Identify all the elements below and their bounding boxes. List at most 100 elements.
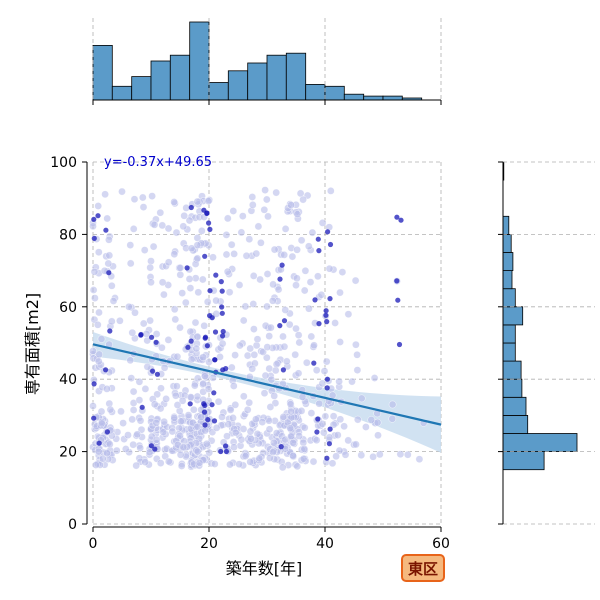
scatter-point-dense <box>139 404 145 410</box>
scatter-point <box>103 214 111 223</box>
x-hist-bar <box>363 95 384 101</box>
scatter-point <box>348 377 356 386</box>
scatter-point <box>304 242 313 251</box>
scatter-point <box>314 272 322 281</box>
scatter-point <box>322 357 331 366</box>
scatter-point <box>293 245 301 254</box>
scatter-point <box>263 302 271 311</box>
scatter-point <box>255 454 264 463</box>
scatter-point-dense <box>277 276 283 282</box>
y-tick-label: 40 <box>59 372 77 388</box>
scatter-point <box>269 280 277 289</box>
scatter-point <box>124 431 132 439</box>
y-hist-bar <box>502 324 516 344</box>
scatter-point <box>193 332 202 341</box>
scatter-point-dense <box>213 272 219 278</box>
scatter-point <box>191 318 200 327</box>
scatter-point <box>177 417 185 426</box>
scatter-point-dense <box>138 332 144 338</box>
scatter-point <box>101 190 109 199</box>
scatter-point <box>164 224 173 233</box>
scatter-point <box>264 212 272 221</box>
scatter-point <box>332 452 340 461</box>
scatter-point <box>199 379 207 388</box>
scatter-point <box>176 431 184 440</box>
x-hist-bar <box>150 60 171 101</box>
district-badge-box <box>401 554 445 582</box>
scatter-point <box>227 363 236 372</box>
scatter-point <box>388 414 397 423</box>
y-hist-bar <box>502 215 510 235</box>
scatter-point <box>246 427 255 436</box>
scatter-point <box>288 252 297 261</box>
scatter-point <box>300 423 309 432</box>
scatter-point <box>331 319 339 327</box>
scatter-point <box>335 446 344 455</box>
scatter-point <box>186 284 195 292</box>
scatter-point <box>176 450 185 459</box>
scatter-point <box>320 367 329 375</box>
x-tick-label: 40 <box>316 536 334 552</box>
scatter-point <box>193 197 202 206</box>
scatter-point <box>256 275 264 284</box>
scatter-point-dense <box>325 229 331 235</box>
scatter-point <box>103 449 111 458</box>
scatter-point <box>302 358 311 367</box>
scatter-point <box>336 415 345 424</box>
scatter-point <box>336 288 344 297</box>
scatter-point <box>173 352 182 361</box>
scatter-point <box>117 407 125 416</box>
scatter-point <box>164 258 173 267</box>
scatter-point-dense <box>212 329 219 335</box>
scatter-point <box>403 450 412 459</box>
scatter-point <box>118 187 126 196</box>
scatter-point <box>176 323 184 332</box>
scatter-point <box>249 300 258 308</box>
scatter-point <box>97 335 106 343</box>
scatter-point <box>94 447 103 456</box>
scatter-point <box>140 246 149 254</box>
scatter-point <box>152 418 161 427</box>
scatter-point-dense <box>219 310 225 316</box>
scatter-point <box>201 426 209 435</box>
scatter-point <box>147 257 155 265</box>
scatter-point <box>99 454 107 463</box>
scatter-point-dense <box>324 455 330 461</box>
scatter-point <box>89 286 98 294</box>
scatter-point <box>340 422 348 431</box>
scatter-point <box>241 302 250 311</box>
scatter-point <box>252 415 260 424</box>
scatter-point-dense <box>95 213 101 219</box>
x-hist-bar <box>324 85 345 101</box>
scatter-point <box>270 438 278 447</box>
scatter-point <box>125 302 133 311</box>
scatter-point-dense <box>316 248 322 254</box>
regression <box>92 343 442 426</box>
scatter-point <box>171 315 180 324</box>
scatter-point <box>122 445 130 453</box>
scatter-point <box>186 393 195 401</box>
scatter-point <box>293 462 302 471</box>
scatter-point <box>274 285 283 294</box>
scatter-point <box>297 407 306 415</box>
scatter-point-dense <box>152 446 158 452</box>
y-tick-label: 20 <box>59 445 77 461</box>
scatter-point-dense <box>218 448 224 455</box>
scatter-point <box>225 288 234 297</box>
scatter-point-dense <box>103 367 109 373</box>
scatter-point <box>263 343 272 351</box>
scatter-point <box>352 340 360 349</box>
scatter-point-dense <box>204 210 210 216</box>
scatter-point <box>218 339 227 348</box>
scatter-point <box>212 424 221 432</box>
scatter-point-dense <box>327 241 334 248</box>
scatter-point-dense <box>106 270 112 276</box>
scatter-point <box>168 427 177 436</box>
scatter-point <box>129 387 138 396</box>
scatter-point <box>203 298 212 306</box>
scatter-point <box>218 413 226 421</box>
scatter-point <box>90 267 99 276</box>
scatter-point <box>170 414 179 422</box>
scatter-point <box>307 332 316 341</box>
scatter-point <box>312 366 321 375</box>
